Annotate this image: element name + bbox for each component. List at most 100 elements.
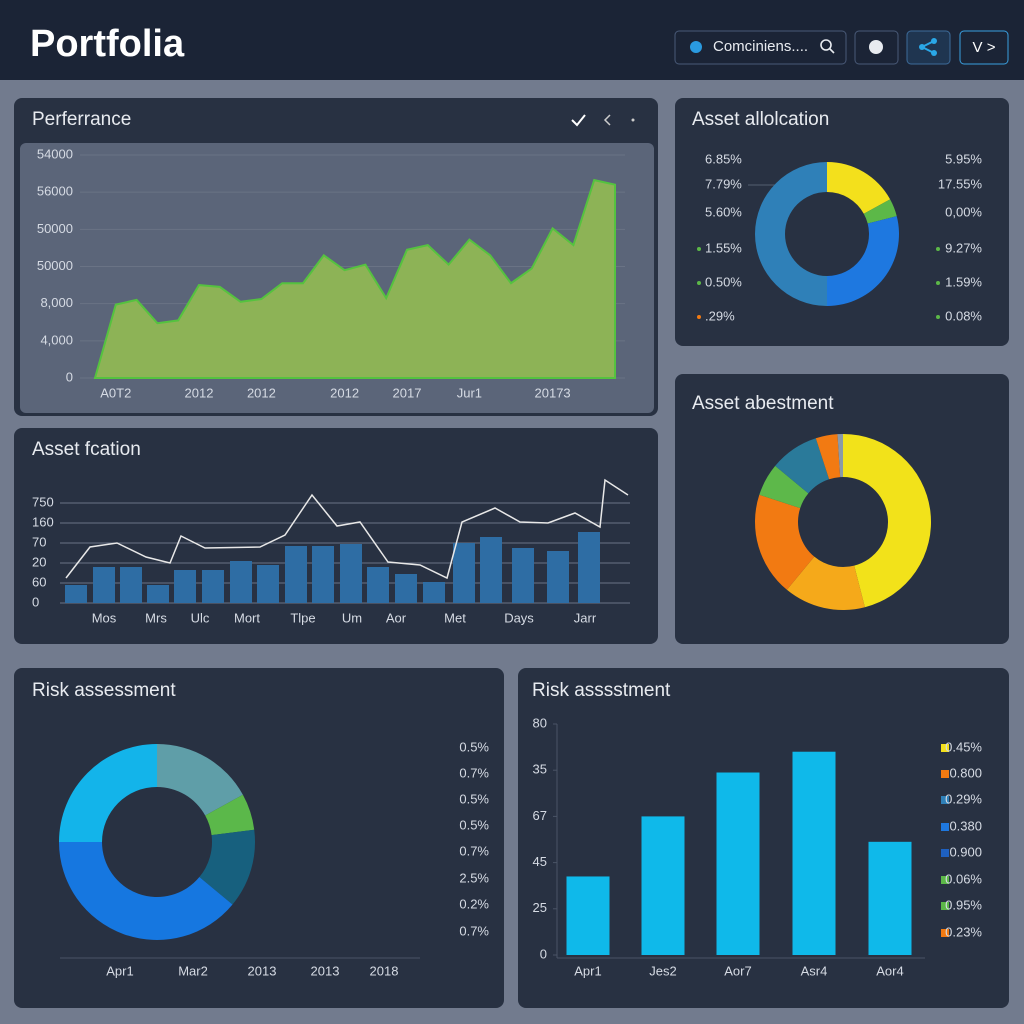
x-tick-label: Mar2 bbox=[178, 963, 208, 978]
bar bbox=[480, 537, 502, 603]
legend-label: 0.5% bbox=[459, 817, 489, 832]
legend-label: 0.900 bbox=[949, 844, 982, 859]
x-tick-label: Jur1 bbox=[457, 385, 482, 400]
legend-label: 0.29% bbox=[945, 791, 982, 806]
bar bbox=[423, 582, 445, 603]
bar bbox=[641, 816, 685, 955]
legend-label: 0.06% bbox=[945, 871, 982, 886]
legend-label: 5.60% bbox=[705, 204, 742, 219]
x-tick-label: Tlpe bbox=[290, 610, 315, 625]
legend-label: 1.59% bbox=[945, 274, 982, 289]
x-tick-label: Aor7 bbox=[724, 963, 751, 978]
x-tick-label: Mort bbox=[234, 610, 260, 625]
x-tick-label: 2013 bbox=[311, 963, 340, 978]
bar bbox=[453, 543, 475, 603]
legend-dot bbox=[936, 315, 940, 319]
legend-label: 0.7% bbox=[459, 923, 489, 938]
donut-segment bbox=[775, 438, 830, 494]
legend-dot bbox=[697, 315, 701, 319]
x-tick-label: 2012 bbox=[330, 385, 359, 400]
legend-label: 1.55% bbox=[705, 240, 742, 255]
bar bbox=[257, 565, 279, 603]
bar bbox=[340, 544, 362, 603]
x-tick-label: Days bbox=[504, 610, 534, 625]
donut-segment bbox=[843, 434, 932, 608]
donut-segment bbox=[59, 842, 233, 941]
x-tick-label: Jarr bbox=[574, 610, 597, 625]
donut-segment bbox=[815, 434, 841, 480]
bar bbox=[512, 548, 534, 603]
area bbox=[93, 178, 616, 379]
y-tick-label: 45 bbox=[533, 854, 547, 869]
y-tick-label: 56000 bbox=[37, 184, 73, 199]
y-tick-label: 0 bbox=[32, 594, 39, 609]
x-tick-label: Ulc bbox=[191, 610, 210, 625]
x-tick-label: 2012 bbox=[247, 385, 276, 400]
y-tick-label: 0 bbox=[66, 369, 73, 384]
bar bbox=[367, 567, 389, 603]
bar bbox=[395, 574, 417, 603]
x-tick-label: Asr4 bbox=[801, 963, 828, 978]
donut-segment bbox=[157, 744, 243, 816]
x-tick-label: Mrs bbox=[145, 610, 167, 625]
legend-label: 0.95% bbox=[945, 897, 982, 912]
y-tick-label: 50000 bbox=[37, 221, 73, 236]
legend-label: 0.50% bbox=[705, 274, 742, 289]
donut-segment bbox=[759, 465, 809, 509]
panel bbox=[675, 98, 1009, 346]
y-tick-label: 67 bbox=[533, 808, 547, 823]
panel-title: Perferrance bbox=[32, 109, 131, 130]
legend-label: 2.5% bbox=[459, 870, 489, 885]
x-tick-label: Apr1 bbox=[106, 963, 133, 978]
share-icon bbox=[919, 44, 925, 50]
search-icon bbox=[820, 39, 832, 51]
bar bbox=[147, 585, 169, 603]
legend-label: 0.5% bbox=[459, 791, 489, 806]
panel bbox=[675, 374, 1009, 644]
legend-label: 5.95% bbox=[945, 151, 982, 166]
y-tick-label: 50000 bbox=[37, 258, 73, 273]
icon bbox=[869, 40, 883, 54]
legend-swatch bbox=[941, 902, 949, 910]
legend-swatch bbox=[941, 823, 949, 831]
y-tick-label: 70 bbox=[32, 534, 46, 549]
panel-title: Asset fcation bbox=[32, 439, 141, 460]
legend-label: 0.23% bbox=[945, 924, 982, 939]
bar bbox=[792, 751, 836, 955]
bar bbox=[547, 551, 569, 603]
search-icon bbox=[829, 48, 835, 54]
legend-label: 0.7% bbox=[459, 765, 489, 780]
share-icon bbox=[931, 38, 937, 44]
share-button[interactable] bbox=[906, 30, 951, 65]
bar bbox=[312, 546, 334, 603]
legend-swatch bbox=[941, 796, 949, 804]
x-tick-label: Aor bbox=[386, 610, 407, 625]
menu-button[interactable] bbox=[959, 30, 1009, 65]
x-tick-label: Aor4 bbox=[876, 963, 903, 978]
y-tick-label: 54000 bbox=[37, 146, 73, 161]
donut-segment bbox=[755, 494, 815, 590]
x-tick-label: 2012 bbox=[185, 385, 214, 400]
legend-label: 0.45% bbox=[945, 739, 982, 754]
panel-title: Asset allolcation bbox=[692, 109, 829, 130]
legend-label: 6.85% bbox=[705, 151, 742, 166]
search-box[interactable] bbox=[674, 30, 847, 65]
check-icon[interactable] bbox=[571, 114, 586, 127]
search-dot bbox=[690, 41, 702, 53]
y-tick-label: 0 bbox=[540, 946, 547, 961]
donut-segment bbox=[827, 216, 900, 306]
bar bbox=[65, 585, 87, 603]
app-title: Portfolia bbox=[30, 23, 185, 65]
legend-label: 0.08% bbox=[945, 308, 982, 323]
legend-swatch bbox=[941, 770, 949, 778]
legend-swatch bbox=[941, 929, 949, 937]
back-icon[interactable] bbox=[603, 114, 611, 126]
y-tick-label: 80 bbox=[533, 715, 547, 730]
legend-dot bbox=[697, 281, 701, 285]
y-tick-label: 8,000 bbox=[40, 295, 73, 310]
panel-title: Asset abestment bbox=[692, 393, 834, 414]
panel-title: Risk assessment bbox=[32, 680, 176, 701]
more-icon[interactable] bbox=[631, 118, 635, 122]
y-tick-label: 20 bbox=[32, 554, 46, 569]
